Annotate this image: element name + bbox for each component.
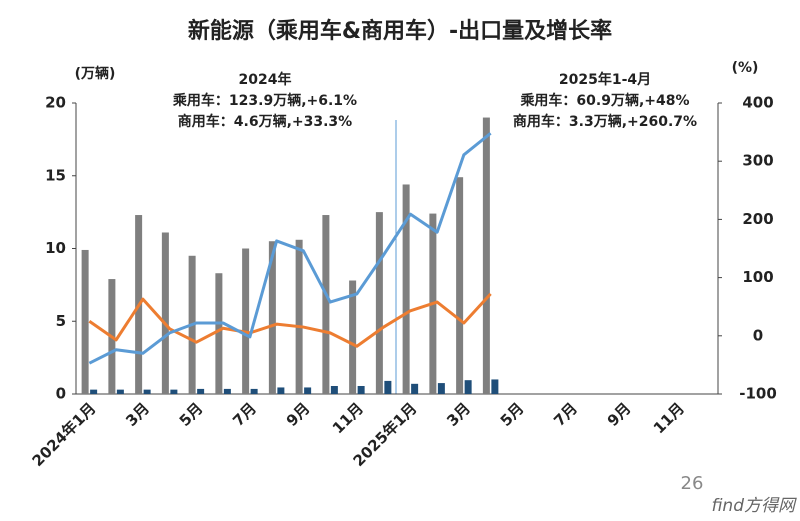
bar	[90, 389, 98, 394]
bar	[215, 273, 223, 394]
annotation: 乘用车：123.9万辆,+6.1%	[172, 92, 357, 109]
bar	[277, 387, 285, 394]
x-tick-label: 5月	[176, 399, 207, 430]
bar	[330, 385, 338, 394]
bar	[242, 248, 250, 394]
line	[88, 132, 492, 365]
annotation: 商用车：4.6万辆,+33.3%	[178, 113, 352, 130]
bar	[349, 280, 357, 394]
bar	[304, 387, 312, 394]
y2-tick-label: 200	[742, 210, 773, 228]
bar	[464, 380, 472, 394]
bar	[81, 249, 89, 394]
annotation: 乘用车：60.9万辆,+48%	[519, 92, 689, 109]
bar	[268, 241, 276, 394]
y2-tick-label: 0	[753, 326, 763, 344]
bar	[456, 177, 464, 394]
x-tick-label: 11月	[650, 399, 688, 437]
line	[88, 292, 492, 348]
bar	[384, 380, 392, 394]
x-tick-label: 3月	[122, 399, 153, 430]
bar	[482, 117, 490, 395]
bar	[116, 389, 124, 394]
bar	[357, 385, 365, 394]
y-axis-label: (万辆)	[75, 65, 116, 82]
bar	[322, 215, 330, 394]
y-tick-label: 20	[45, 94, 66, 112]
bar	[402, 184, 410, 394]
x-tick-label: 11月	[329, 399, 367, 437]
x-tick-label: 9月	[283, 399, 314, 430]
annotation: 2024年	[239, 71, 292, 88]
bar	[161, 232, 169, 394]
x-tick-label: 7月	[550, 399, 581, 430]
page-number: 26	[681, 473, 704, 494]
bar	[143, 389, 151, 394]
bar	[411, 383, 419, 394]
y2-tick-label: 300	[742, 152, 773, 170]
x-tick-label: 2024年1月	[29, 399, 100, 470]
annotation: 2025年1-4月	[559, 71, 651, 88]
y-tick-label: 10	[45, 239, 66, 257]
bar	[170, 389, 178, 394]
y2-tick-label: 100	[742, 268, 773, 286]
bar	[250, 388, 258, 394]
x-tick-label: 7月	[229, 399, 260, 430]
bar	[491, 379, 499, 394]
y-tick-label: 5	[56, 312, 66, 330]
y-tick-label: 15	[45, 166, 66, 184]
x-tick-label: 9月	[604, 399, 635, 430]
watermark: find方得网	[711, 496, 797, 516]
chart-title: 新能源（乘用车&商用车）-出口量及增长率	[188, 18, 612, 44]
x-tick-label: 3月	[443, 399, 474, 430]
y2-axis-label: (%)	[732, 60, 759, 76]
annotation: 商用车：3.3万辆,+260.7%	[513, 113, 697, 130]
bar	[375, 212, 383, 394]
y2-tick-label: -100	[739, 385, 777, 403]
bar	[223, 388, 231, 394]
x-tick-label: 5月	[497, 399, 528, 430]
bar	[197, 388, 205, 394]
bar	[295, 239, 303, 394]
y-tick-label: 0	[56, 385, 66, 403]
bar	[437, 383, 445, 394]
y2-tick-label: 400	[742, 94, 773, 112]
